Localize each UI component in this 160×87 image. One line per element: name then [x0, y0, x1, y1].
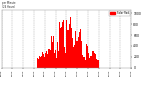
Legend: Solar Rad.: Solar Rad. — [109, 11, 130, 16]
Text: Milwaukee Weather Solar Radiation
per Minute
(24 Hours): Milwaukee Weather Solar Radiation per Mi… — [2, 0, 46, 9]
